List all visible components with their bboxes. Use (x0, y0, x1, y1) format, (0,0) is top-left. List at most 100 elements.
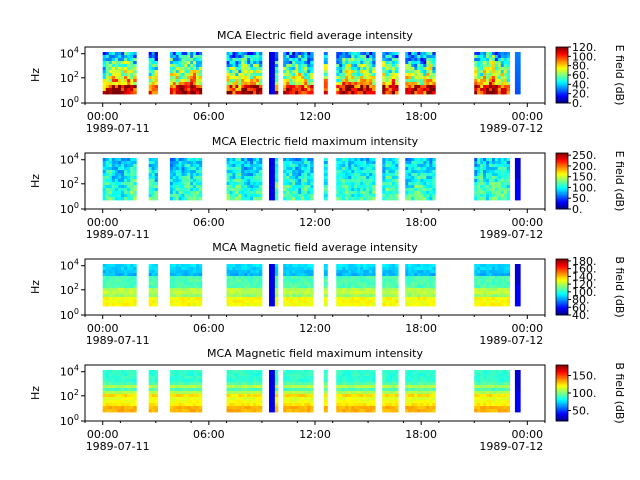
spectrogram-cell (339, 391, 343, 395)
spectrogram-cell (172, 185, 177, 189)
spectrogram-cell (148, 397, 153, 401)
spectrogram-cell (411, 61, 415, 65)
spectrogram-cell (130, 194, 134, 198)
spectrogram-cell (238, 294, 242, 298)
spectrogram-cell (114, 164, 119, 168)
spectrogram-cell (336, 400, 340, 404)
spectrogram-cell (345, 88, 349, 92)
spectrogram-cell (229, 194, 233, 198)
spectrogram-cell (388, 188, 393, 192)
spectrogram-cell (304, 288, 308, 292)
spectrogram-cell (286, 267, 290, 271)
spectrogram-cell (295, 282, 299, 286)
spectrogram-cell (307, 394, 311, 398)
spectrogram-cell (414, 76, 418, 80)
spectrogram-cell (283, 376, 287, 380)
spectrogram-cell (417, 282, 421, 286)
spectrogram-cell (187, 58, 191, 62)
spectrogram-cell (500, 64, 505, 68)
spectrogram-cell (307, 370, 311, 374)
spectrogram-cell (190, 285, 194, 289)
spectrogram-cell (127, 294, 131, 298)
spectrogram-cell (295, 58, 299, 62)
spectrogram-cell (289, 285, 293, 289)
spectrogram-cell (310, 391, 314, 395)
spectrogram-cell (283, 267, 287, 271)
spectrogram-cell (497, 85, 502, 89)
spectrogram-cell (494, 79, 499, 83)
spectrogram-cell (286, 397, 290, 401)
spectrogram-cell (283, 264, 287, 268)
spectrogram-cell (483, 76, 487, 80)
spectrogram-cell (198, 270, 203, 274)
spectrogram-cell (229, 179, 233, 183)
spectrogram-cell (187, 55, 191, 59)
spectrogram-cell (232, 370, 236, 374)
spectrogram-cell (121, 91, 125, 95)
spectrogram-cell (256, 64, 260, 68)
spectrogram-cell (235, 188, 239, 192)
spectrogram-cell (301, 397, 305, 401)
spectrogram-cell (238, 297, 242, 301)
spectrogram-cell (127, 270, 131, 274)
spectrogram-cell (250, 303, 254, 307)
spectrogram-cell (269, 394, 273, 398)
spectrogram-cell (130, 185, 134, 189)
spectrogram-cell (339, 76, 343, 80)
spectrogram-cell (184, 406, 188, 410)
colorbar-segment (556, 306, 568, 309)
spectrogram-cell (292, 267, 296, 271)
spectrogram-cell (172, 276, 177, 280)
spectrogram-cell (301, 388, 305, 392)
spectrogram-cell (382, 194, 386, 198)
spectrogram-cell (190, 176, 194, 180)
spectrogram-cell (286, 273, 290, 277)
spectrogram-cell (420, 70, 424, 74)
spectrogram-cell (193, 270, 197, 274)
spectrogram-cell (307, 300, 311, 304)
spectrogram-cell (369, 197, 373, 201)
spectrogram-cell (503, 291, 508, 295)
spectrogram-cell (411, 303, 415, 307)
spectrogram-cell (193, 282, 197, 286)
spectrogram-cell (289, 194, 293, 198)
spectrogram-cell (105, 397, 110, 401)
spectrogram-cell (232, 288, 236, 292)
colorbar: 250.200.150.100.50.0. E field (dB) (555, 149, 626, 216)
spectrogram-cell (229, 88, 233, 92)
spectrogram-cell (304, 394, 308, 398)
spectrogram-cell (229, 288, 233, 292)
spectrogram-cell (506, 294, 511, 298)
spectrogram-cell (497, 158, 502, 162)
spectrogram-cell (105, 170, 110, 174)
spectrogram-cell (133, 282, 137, 286)
spectrogram-cell (411, 194, 415, 198)
spectrogram-cell (172, 170, 177, 174)
spectrogram-cell (130, 406, 134, 410)
spectrogram-cell (124, 300, 128, 304)
spectrogram-cell (130, 267, 134, 271)
spectrogram-cell (184, 167, 188, 171)
spectrogram-cell (391, 191, 396, 195)
spectrogram-cell (226, 52, 230, 56)
spectrogram-cell (178, 376, 182, 380)
spectrogram-cell (151, 67, 155, 71)
spectrogram-cell (271, 191, 276, 195)
spectrogram-cell (348, 291, 352, 295)
spectrogram-cell (497, 88, 502, 92)
spectrogram-cell (360, 85, 364, 89)
spectrogram-cell (336, 406, 340, 410)
spectrogram-cell (271, 70, 276, 74)
spectrogram-cell (342, 291, 346, 295)
spectrogram-cell (491, 173, 496, 177)
spectrogram-cell (244, 182, 248, 186)
spectrogram-cell (130, 373, 134, 377)
spectrogram-cell (307, 276, 311, 280)
spectrogram-cell (301, 167, 305, 171)
spectrogram-cell (169, 267, 174, 271)
spectrogram-cell (394, 161, 399, 165)
spectrogram-cell (154, 170, 158, 174)
spectrogram-cell (491, 185, 496, 189)
spectrogram-cell (154, 167, 158, 171)
spectrogram-cell (339, 406, 343, 410)
